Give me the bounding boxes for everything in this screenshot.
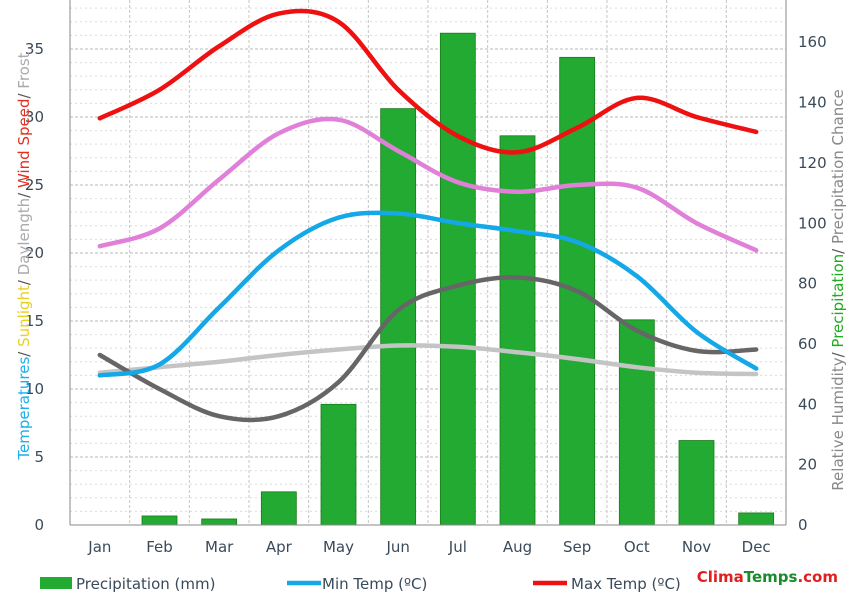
month-label-feb: Feb	[146, 538, 173, 556]
left-tick-label: 20	[25, 244, 44, 262]
month-label-nov: Nov	[682, 538, 711, 556]
legend-label-precipitation: Precipitation (mm)	[76, 575, 215, 593]
left-tick-label: 0	[34, 516, 44, 534]
right-tick-labels: 0 20 40 60 80 100 120 140 160	[798, 33, 827, 534]
precipitation-bar-oct	[618, 319, 655, 526]
right-tick-label: 120	[798, 154, 827, 172]
precipitation-bars	[141, 32, 775, 526]
right-tick-label: 140	[798, 94, 827, 112]
precipitation-bar-nov	[678, 440, 715, 526]
left-tick-label: 5	[34, 448, 44, 466]
series-line-pink	[97, 116, 759, 253]
left-tick-label: 10	[25, 380, 44, 398]
right-tick-label: 100	[798, 214, 827, 232]
left-tick-labels: 0 5 10 15 20 25 30 35	[25, 40, 44, 534]
right-tick-label: 20	[798, 456, 817, 474]
brand-part-3: .com	[797, 568, 838, 586]
month-label-jun: Jun	[385, 538, 409, 556]
right-axis-title: Relative Humidity/ Precipitation/ Precip…	[829, 89, 847, 490]
month-label-mar: Mar	[205, 538, 234, 556]
precipitation-bar-aug	[499, 135, 536, 526]
left-tick-label: 35	[25, 40, 44, 58]
month-tick-labels: Jan Feb Mar Apr May Jun Jul Aug Sep Oct Nov Dec	[87, 538, 770, 556]
left-tick-label: 25	[25, 176, 44, 194]
month-label-aug: Aug	[503, 538, 532, 556]
left-title-part: /	[15, 275, 33, 285]
precipitation-bar-mar	[201, 518, 238, 526]
month-label-oct: Oct	[624, 538, 650, 556]
month-label-may: May	[323, 538, 354, 556]
left-tick-label: 30	[25, 108, 44, 126]
month-label-apr: Apr	[266, 538, 293, 556]
precipitation-bar-may	[320, 403, 357, 526]
left-tick-label: 15	[25, 312, 44, 330]
left-title-part: tures	[15, 357, 33, 395]
series-line-max-temp	[97, 8, 759, 155]
axes	[69, 0, 787, 526]
precipitation-bar-jun	[380, 108, 417, 526]
left-title-part: Tempera	[15, 395, 33, 461]
left-title-part: /	[15, 89, 33, 99]
right-tick-label: 0	[798, 516, 808, 534]
legend-label-min-temp: Min Temp (ºC)	[322, 575, 427, 593]
precipitation-bar-jul	[439, 32, 476, 526]
precipitation-bar-feb	[141, 515, 178, 526]
month-label-jan: Jan	[87, 538, 111, 556]
month-label-jul: Jul	[448, 538, 467, 556]
brand-logo[interactable]: ClimaTemps.com	[697, 568, 838, 586]
brand-part-1: Clima	[697, 568, 744, 586]
right-tick-label: 160	[798, 33, 827, 51]
left-title-part: Sunlight	[15, 285, 33, 347]
right-title-part: Relative Humidity	[829, 357, 847, 490]
legend-swatch-precipitation	[40, 577, 72, 589]
left-title-part: Daylength	[15, 198, 33, 275]
left-title-part: Frost	[15, 52, 33, 88]
precipitation-bar-dec	[738, 512, 775, 526]
right-title-part: Precipitation Chance	[829, 89, 847, 244]
series-lines	[97, 8, 759, 423]
month-label-sep: Sep	[563, 538, 591, 556]
precipitation-bar-apr	[260, 491, 297, 526]
left-axis-title: Temperatures/ Sunlight/ Daylength/ Wind …	[15, 52, 33, 460]
brand-part-2: Temps	[744, 568, 798, 586]
left-title-part: Wind Speed	[15, 99, 33, 189]
right-tick-label: 60	[798, 335, 817, 353]
right-tick-label: 40	[798, 395, 817, 413]
month-label-dec: Dec	[742, 538, 771, 556]
series-line-light-gray	[97, 343, 759, 377]
left-title-part: /	[15, 188, 33, 198]
right-title-part: /	[829, 244, 847, 254]
series-line-dark-gray	[97, 275, 759, 423]
legend-label-max-temp: Max Temp (ºC)	[571, 575, 681, 593]
legend: Precipitation (mm) Min Temp (ºC) Max Temp …	[40, 575, 681, 593]
left-title-part: /	[15, 347, 33, 357]
series-line-min-temp	[97, 210, 759, 378]
right-tick-label: 80	[798, 275, 817, 293]
right-title-part: Precipitation	[829, 254, 847, 348]
right-title-part: /	[829, 348, 847, 358]
